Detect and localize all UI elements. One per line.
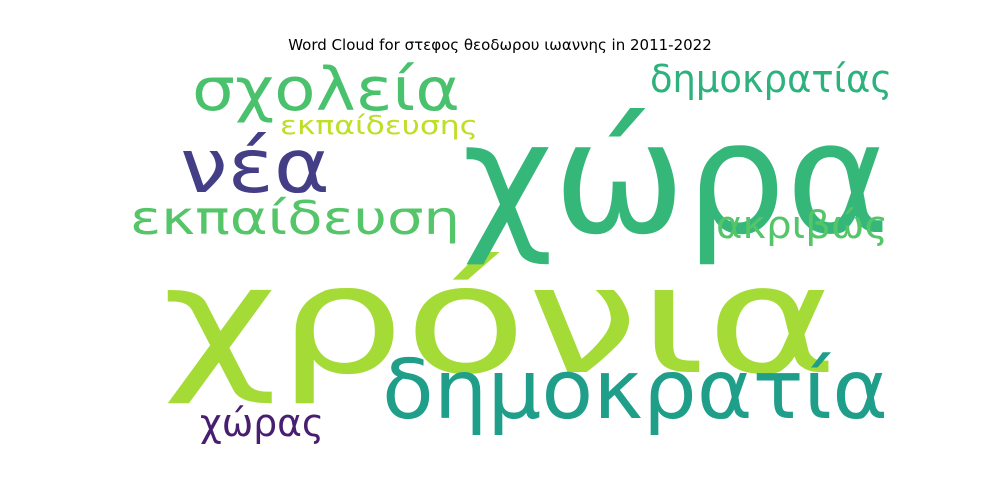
word-5: σχολεία [192, 55, 460, 125]
word-10: εκπαίδευσης [280, 111, 478, 141]
word-7: δημοκρατίας [650, 57, 892, 101]
word-8: ακριβώς [716, 203, 888, 247]
word-4: νέα [180, 122, 330, 210]
word-6: εκπαίδευση [130, 191, 460, 245]
chart-title: Word Cloud for στεφος θεοδωρου ιωαννης i… [288, 36, 712, 54]
word-3: δημοκρατία [382, 343, 888, 438]
word-9: χώρας [200, 401, 324, 445]
word-2: χώρα [462, 88, 890, 269]
word-1: χρόνια [162, 234, 838, 408]
